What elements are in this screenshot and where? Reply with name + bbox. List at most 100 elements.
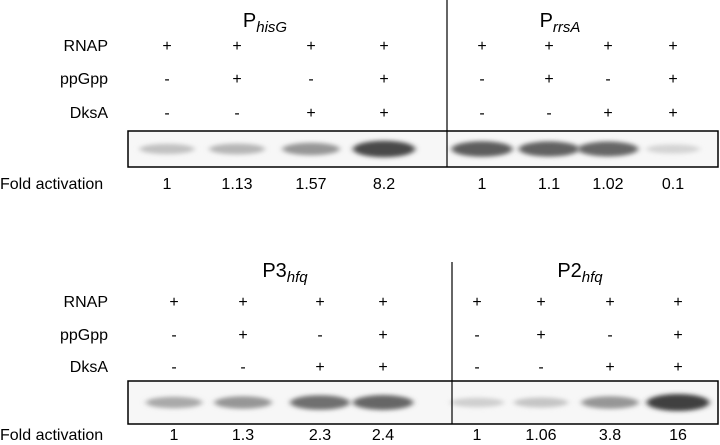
condition-sign: -: [538, 359, 543, 376]
condition-sign: +: [668, 71, 677, 88]
condition-sign: +: [603, 38, 612, 55]
gel-band: [282, 142, 340, 156]
condition-sign: -: [240, 359, 245, 376]
fold-value: 1.13: [221, 176, 252, 193]
gel-band: [290, 395, 350, 410]
condition-sign: +: [603, 105, 612, 122]
condition-sign: +: [605, 359, 614, 376]
fold-value: 1: [170, 427, 179, 444]
gel-band: [646, 144, 700, 154]
condition-sign: +: [379, 105, 388, 122]
condition-sign: +: [315, 359, 324, 376]
condition-sign: +: [306, 105, 315, 122]
condition-sign: -: [607, 327, 612, 344]
condition-sign: +: [315, 294, 324, 311]
promoter-subscript: hfq: [582, 269, 604, 286]
condition-sign: +: [378, 294, 387, 311]
condition-sign: +: [378, 327, 387, 344]
condition-sign: +: [673, 327, 682, 344]
promoter-name: P3: [262, 260, 286, 282]
condition-sign: -: [479, 105, 484, 122]
row-label: ppGpp: [60, 71, 108, 88]
fold-value: 1: [478, 176, 487, 193]
condition-sign: +: [668, 38, 677, 55]
fold-value: 0.1: [662, 176, 684, 193]
condition-sign: +: [232, 71, 241, 88]
gel-frame: [127, 380, 719, 425]
gel-band: [513, 397, 569, 408]
condition-sign: -: [164, 71, 169, 88]
condition-sign: +: [605, 294, 614, 311]
fold-value: 1.02: [592, 176, 623, 193]
promoter-title: PhisG: [243, 10, 288, 36]
condition-sign: +: [544, 38, 553, 55]
promoter-name: P: [540, 10, 553, 32]
condition-sign: +: [668, 105, 677, 122]
condition-sign: -: [479, 71, 484, 88]
gel-band: [139, 143, 195, 155]
condition-sign: +: [306, 38, 315, 55]
condition-sign: +: [378, 359, 387, 376]
condition-sign: -: [474, 327, 479, 344]
promoter-name: P2: [557, 260, 581, 282]
promoter-title: PrrsA: [540, 10, 581, 36]
fold-label: Fold activation: [0, 427, 103, 444]
row-label: RNAP: [64, 38, 108, 55]
fold-value: 16: [669, 427, 687, 444]
condition-sign: -: [171, 359, 176, 376]
gel-band: [214, 396, 272, 409]
condition-sign: +: [379, 38, 388, 55]
condition-sign: -: [317, 327, 322, 344]
promoter-name: P: [243, 10, 256, 32]
promoter-subscript: rrsA: [553, 19, 581, 36]
row-label: ppGpp: [60, 327, 108, 344]
fold-value: 1: [473, 427, 482, 444]
gel-band: [145, 396, 203, 409]
condition-sign: +: [238, 327, 247, 344]
row-label: DksA: [70, 359, 109, 376]
condition-sign: +: [232, 38, 241, 55]
fold-label: Fold activation: [0, 176, 103, 193]
gel-band: [352, 395, 414, 410]
condition-sign: -: [546, 105, 551, 122]
condition-sign: +: [477, 38, 486, 55]
gel-band: [209, 143, 265, 155]
condition-sign: -: [474, 359, 479, 376]
gel-band: [352, 140, 416, 158]
fold-value: 1.1: [538, 176, 560, 193]
fold-value: 1: [163, 176, 172, 193]
gel-band: [450, 397, 504, 408]
fold-value: 1.57: [295, 176, 326, 193]
condition-sign: +: [536, 294, 545, 311]
gel-band: [577, 141, 639, 157]
fold-value: 2.3: [309, 427, 331, 444]
condition-sign: -: [164, 105, 169, 122]
condition-sign: -: [234, 105, 239, 122]
condition-sign: +: [379, 71, 388, 88]
condition-sign: +: [169, 294, 178, 311]
condition-sign: -: [171, 327, 176, 344]
promoter-subscript: hisG: [256, 19, 287, 36]
gel-band: [451, 141, 513, 157]
condition-sign: +: [544, 71, 553, 88]
condition-sign: +: [536, 327, 545, 344]
fold-value: 2.4: [372, 427, 394, 444]
fold-value: 3.8: [599, 427, 621, 444]
fold-value: 1.3: [232, 427, 254, 444]
gel-frame: [127, 130, 719, 168]
gel-band: [646, 394, 710, 411]
condition-sign: +: [238, 294, 247, 311]
gel-band: [518, 141, 580, 157]
gel-band: [581, 396, 639, 409]
row-label: RNAP: [64, 294, 108, 311]
row-label: DksA: [70, 105, 109, 122]
condition-sign: +: [673, 359, 682, 376]
condition-sign: -: [605, 71, 610, 88]
promoter-title: P2hfq: [557, 260, 603, 286]
condition-sign: +: [673, 294, 682, 311]
fold-value: 8.2: [373, 176, 395, 193]
condition-sign: -: [308, 71, 313, 88]
condition-sign: +: [162, 38, 171, 55]
